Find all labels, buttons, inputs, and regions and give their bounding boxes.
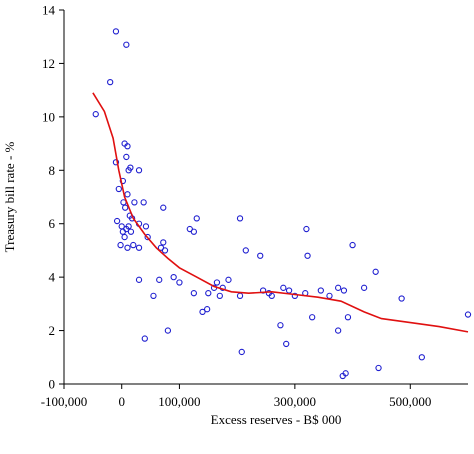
data-point [190, 228, 198, 235]
data-point [334, 327, 342, 334]
x-ticks: -100,000 0 100,000 300,000 500,000 [41, 384, 431, 409]
data-point [349, 241, 356, 249]
data-point [141, 335, 148, 342]
data-point [190, 290, 198, 297]
data-point [124, 191, 131, 198]
x-tick-label: 500,000 [389, 394, 431, 409]
data-point [160, 239, 167, 246]
x-axis-title: Excess reserves - B$ 000 [211, 412, 342, 427]
data-point [107, 78, 114, 86]
x-axis: -100,000 0 100,000 300,000 500,000 [41, 383, 468, 409]
y-tick-label: 2 [49, 323, 56, 338]
y-tick-label: 8 [49, 163, 56, 178]
data-point [199, 308, 206, 316]
data-point [130, 241, 137, 249]
data-point [344, 314, 352, 321]
x-tick-label: 100,000 [158, 394, 200, 409]
data-point [112, 159, 120, 166]
data-point [123, 153, 130, 161]
data-point [121, 233, 128, 241]
x-tick-label: 0 [118, 394, 125, 409]
data-point [213, 279, 221, 286]
data-point [142, 223, 150, 230]
data-point [176, 279, 183, 286]
data-point [283, 340, 290, 348]
y-tick-label: 14 [42, 3, 56, 18]
data-point [113, 217, 121, 225]
data-point [161, 247, 169, 254]
data-point [92, 111, 99, 118]
data-point [216, 292, 223, 299]
data-point [135, 244, 143, 251]
data-point [205, 290, 212, 297]
data-point [317, 287, 324, 294]
data-point [236, 292, 244, 299]
data-point [127, 228, 135, 235]
y-axis-title: Treasury bill rate - % [2, 141, 17, 252]
y-tick-label: 10 [42, 109, 55, 124]
data-point [131, 199, 138, 206]
data-point [342, 370, 349, 377]
y-axis: 0 2 4 6 8 10 12 14 [42, 3, 65, 392]
data-point [115, 185, 122, 193]
data-point [125, 223, 132, 230]
data-point [277, 322, 284, 329]
y-tick-label: 6 [49, 216, 56, 231]
data-point [238, 348, 245, 356]
y-ticks: 0 2 4 6 8 10 12 14 [42, 3, 64, 392]
data-point [164, 327, 172, 334]
data-point [360, 284, 368, 291]
data-point [203, 306, 211, 313]
data-point [150, 292, 157, 299]
data-point [375, 364, 382, 372]
data-point [170, 273, 177, 281]
x-tick-label: 300,000 [274, 394, 316, 409]
data-point [135, 276, 143, 283]
data-point [291, 292, 299, 299]
data-point [193, 215, 200, 222]
data-point [372, 268, 379, 275]
data-point [156, 276, 163, 283]
data-point [268, 292, 275, 299]
data-point [242, 247, 249, 254]
data-point [309, 314, 316, 321]
data-point [117, 241, 124, 249]
data-point [285, 287, 293, 294]
data-point [326, 292, 333, 299]
x-tick-label: -100,000 [41, 394, 88, 409]
data-point [124, 244, 131, 251]
data-point [304, 252, 311, 259]
data-point [112, 28, 120, 35]
trend-line [92, 92, 469, 333]
data-point [127, 164, 134, 171]
y-tick-label: 4 [49, 270, 56, 285]
data-point [122, 204, 129, 211]
data-point [334, 284, 342, 291]
data-point [124, 143, 131, 150]
data-point [144, 233, 151, 241]
data-point [140, 199, 147, 206]
data-point [225, 276, 232, 283]
data-point [340, 287, 348, 294]
data-point [123, 41, 130, 48]
data-point [257, 252, 264, 259]
scatter-points [92, 28, 472, 380]
data-point [303, 225, 310, 233]
data-point [280, 284, 287, 291]
y-tick-label: 12 [42, 56, 55, 71]
data-point [464, 311, 472, 318]
data-point [236, 215, 244, 222]
data-point [119, 177, 127, 185]
data-point [160, 204, 167, 211]
data-point [135, 167, 143, 174]
data-point [418, 354, 425, 361]
data-point [398, 295, 405, 302]
y-tick-label: 0 [49, 377, 56, 392]
